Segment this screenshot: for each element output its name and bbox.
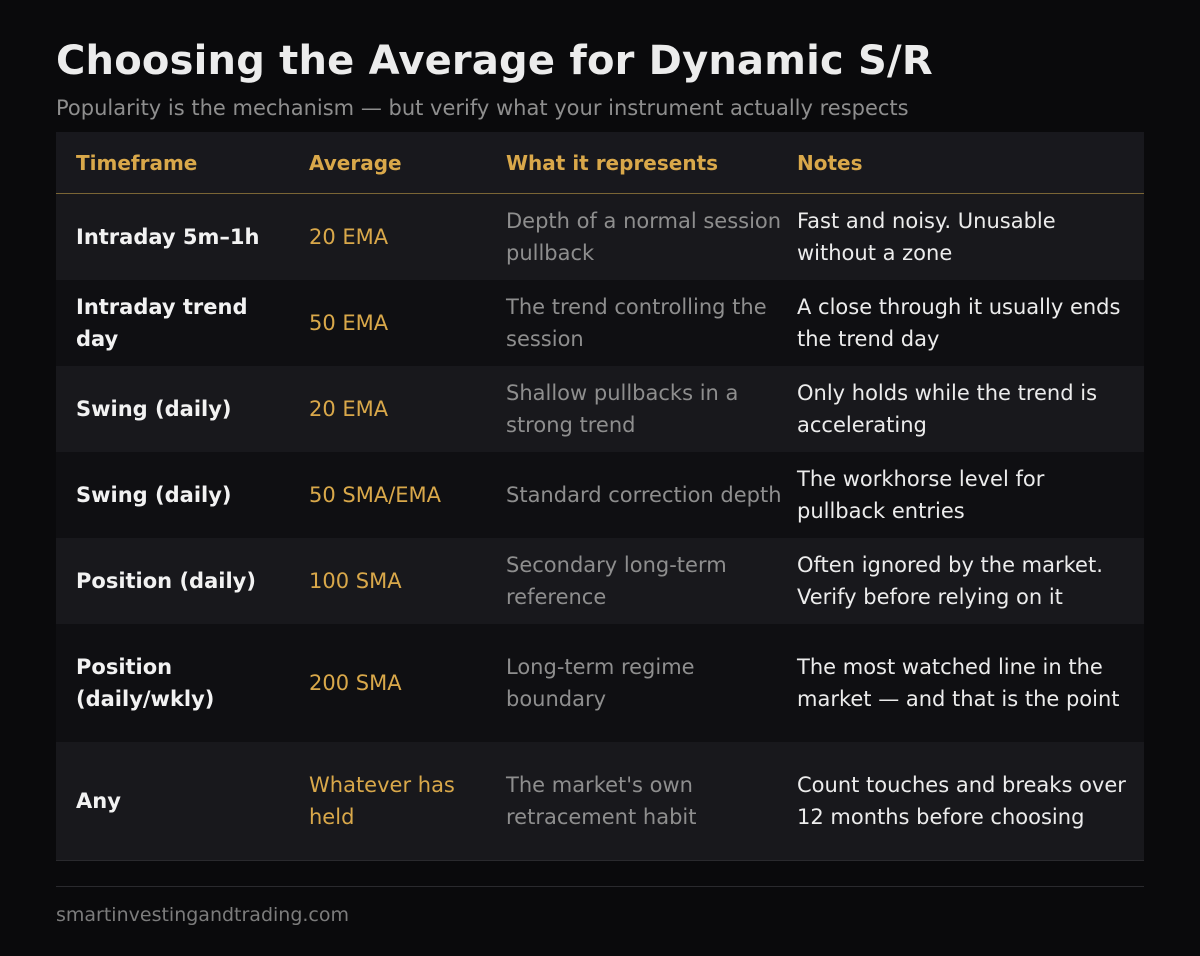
cell-average: 20 EMA	[309, 225, 389, 249]
cell-notes: Fast and noisy. Unusable without a zone	[797, 209, 1056, 265]
average-table: Timeframe Average What it represents Not…	[56, 132, 1144, 861]
cell-what-it-represents: Secondary long-term reference	[506, 553, 727, 609]
table-header-row: Timeframe Average What it represents Not…	[56, 132, 1144, 194]
table-row: Position (daily) 100 SMA Secondary long-…	[56, 538, 1144, 624]
cell-notes: A close through it usually ends the tren…	[797, 295, 1121, 351]
cell-timeframe: Swing (daily)	[76, 397, 232, 421]
cell-timeframe: Any	[76, 789, 121, 813]
cell-average: Whatever has held	[309, 773, 455, 829]
footer-divider	[56, 886, 1144, 887]
footer-site-url: smartinvestingandtrading.com	[56, 904, 350, 926]
cell-what-it-represents: The market's own retracement habit	[506, 773, 697, 829]
cell-notes: Count touches and breaks over 12 months …	[797, 773, 1126, 829]
cell-timeframe: Position (daily)	[76, 569, 256, 593]
header-what-it-represents: What it represents	[506, 150, 719, 175]
cell-timeframe: Intraday trend day	[76, 295, 248, 351]
table-row: Swing (daily) 50 SMA/EMA Standard correc…	[56, 452, 1144, 538]
table-bottom-border	[56, 860, 1144, 861]
cell-what-it-represents: Shallow pullbacks in a strong trend	[506, 381, 739, 437]
cell-notes: The workhorse level for pullback entries	[797, 467, 1045, 523]
table-row: Swing (daily) 20 EMA Shallow pullbacks i…	[56, 366, 1144, 452]
cell-timeframe: Position (daily/wkly)	[76, 655, 215, 711]
header-timeframe: Timeframe	[76, 150, 198, 175]
cell-what-it-represents: Depth of a normal session pullback	[506, 209, 782, 265]
cell-timeframe: Swing (daily)	[76, 483, 232, 507]
table-row: Intraday 5m–1h 20 EMA Depth of a normal …	[56, 194, 1144, 280]
cell-what-it-represents: Standard correction depth	[506, 483, 782, 507]
cell-average: 50 SMA/EMA	[309, 483, 442, 507]
table-row: Any Whatever has held The market's own r…	[56, 742, 1144, 860]
cell-timeframe: Intraday 5m–1h	[76, 225, 260, 249]
table-row: Intraday trend day 50 EMA The trend cont…	[56, 280, 1144, 366]
cell-notes: Only holds while the trend is accelerati…	[797, 381, 1098, 437]
cell-average: 50 EMA	[309, 311, 389, 335]
page-title: Choosing the Average for Dynamic S/R	[56, 38, 933, 84]
cell-average: 200 SMA	[309, 671, 402, 695]
header-notes: Notes	[797, 150, 863, 175]
cell-what-it-represents: Long-term regime boundary	[506, 655, 695, 711]
header-average: Average	[309, 150, 402, 175]
cell-what-it-represents: The trend controlling the session	[506, 295, 767, 351]
page-subtitle: Popularity is the mechanism — but verify…	[56, 96, 909, 120]
cell-notes: Often ignored by the market. Verify befo…	[797, 553, 1103, 609]
cell-notes: The most watched line in the market — an…	[797, 655, 1120, 711]
table-row: Position (daily/wkly) 200 SMA Long-term …	[56, 624, 1144, 742]
cell-average: 100 SMA	[309, 569, 402, 593]
cell-average: 20 EMA	[309, 397, 389, 421]
